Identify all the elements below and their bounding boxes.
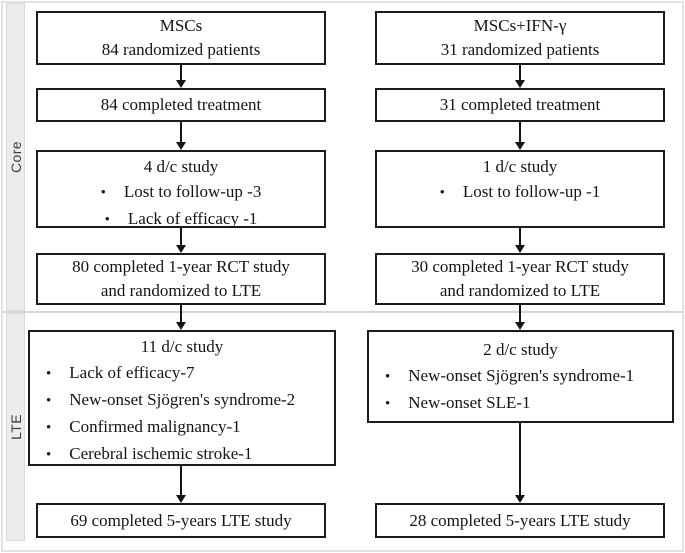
dc-title: 2 d/c study [483, 340, 558, 359]
section-label-lte: LTE [7, 414, 24, 440]
dc-title: 11 d/c study [140, 337, 224, 356]
dc-title: 1 d/c study [482, 157, 558, 176]
section-strip-core: Core [6, 3, 25, 311]
arrow-shaft [180, 65, 182, 80]
arrow-head [515, 495, 525, 503]
completed-treatment-text: 31 completed treatment [439, 95, 601, 114]
completed-treatment-text: 84 completed treatment [100, 95, 262, 114]
box-msc-lte-discontinued: 11 d/c study Lack of efficacy-7 New-onse… [28, 330, 336, 466]
section-label-core: Core [7, 141, 24, 173]
dc-title: 4 d/c study [143, 157, 219, 176]
group-title: MSCs [159, 16, 203, 35]
arrow-shaft [180, 228, 182, 245]
bullet-item: Confirmed malignancy-1 [30, 414, 334, 441]
bullet-item: Lost to follow-up -1 [377, 179, 663, 206]
box-msc-completed-treatment: 84 completed treatment [36, 88, 326, 122]
arrow-shaft [519, 65, 521, 80]
arrow-down-icon [514, 122, 526, 150]
arrow-head [176, 495, 186, 503]
arrow-shaft [519, 305, 521, 322]
arrow-down-icon [514, 65, 526, 88]
arrow-shaft [519, 423, 521, 495]
bullet-item: New-onset Sjögren's syndrome-1 [369, 363, 672, 390]
bullet-item: Lack of efficacy -1 [38, 206, 324, 233]
rct-line1: 80 completed 1-year RCT study [72, 257, 290, 276]
randomized-count: 84 randomized patients [101, 40, 261, 59]
bullet-item: Lost to follow-up -3 [38, 179, 324, 206]
box-ifn-completed-lte: 28 completed 5-years LTE study [375, 503, 665, 538]
box-ifn-core-discontinued: 1 d/c study Lost to follow-up -1 [375, 150, 665, 228]
arrow-head [176, 80, 186, 88]
core-lte-divider [2, 311, 683, 313]
arrow-down-icon [514, 228, 526, 253]
rct-line2: and randomized to LTE [100, 281, 262, 300]
arrow-head [176, 322, 186, 330]
arrow-down-icon [175, 305, 187, 330]
box-msc-enrollment: MSCs 84 randomized patients [36, 11, 326, 65]
randomized-count: 31 randomized patients [440, 40, 600, 59]
section-strip-lte: LTE [6, 313, 25, 541]
arrow-head [176, 142, 186, 150]
rct-line1: 30 completed 1-year RCT study [411, 257, 629, 276]
box-msc-completed-lte: 69 completed 5-years LTE study [36, 503, 326, 538]
box-msc-core-discontinued: 4 d/c study Lost to follow-up -3 Lack of… [36, 150, 326, 228]
arrow-head [515, 142, 525, 150]
completed-lte-text: 69 completed 5-years LTE study [70, 510, 292, 530]
box-ifn-completed-treatment: 31 completed treatment [375, 88, 665, 122]
box-ifn-completed-rct: 30 completed 1-year RCT study and random… [375, 253, 665, 305]
arrow-down-icon [175, 65, 187, 88]
arrow-shaft [519, 122, 521, 142]
bullet-item: New-onset Sjögren's syndrome-2 [30, 387, 334, 414]
bullet-item: New-onset SLE-1 [369, 390, 672, 417]
group-title: MSCs+IFN-γ [473, 16, 567, 35]
arrow-shaft [180, 305, 182, 322]
arrow-down-icon [175, 228, 187, 253]
box-msc-completed-rct: 80 completed 1-year RCT study and random… [36, 253, 326, 305]
arrow-head [176, 245, 186, 253]
arrow-down-icon [514, 305, 526, 330]
arrow-down-icon [175, 466, 187, 503]
completed-lte-text: 28 completed 5-years LTE study [409, 510, 631, 530]
arrow-shaft [180, 466, 182, 495]
arrow-shaft [180, 122, 182, 142]
bullet-item: Cerebral ischemic stroke-1 [30, 441, 334, 468]
arrow-head [515, 80, 525, 88]
arrow-shaft [519, 228, 521, 245]
arrow-head [515, 322, 525, 330]
box-ifn-lte-discontinued: 2 d/c study New-onset Sjögren's syndrome… [367, 330, 674, 423]
rct-line2: and randomized to LTE [439, 281, 601, 300]
box-ifn-enrollment: MSCs+IFN-γ 31 randomized patients [375, 11, 665, 65]
arrow-down-icon [514, 423, 526, 503]
arrow-down-icon [175, 122, 187, 150]
arrow-head [515, 245, 525, 253]
bullet-item: Lack of efficacy-7 [30, 360, 334, 387]
